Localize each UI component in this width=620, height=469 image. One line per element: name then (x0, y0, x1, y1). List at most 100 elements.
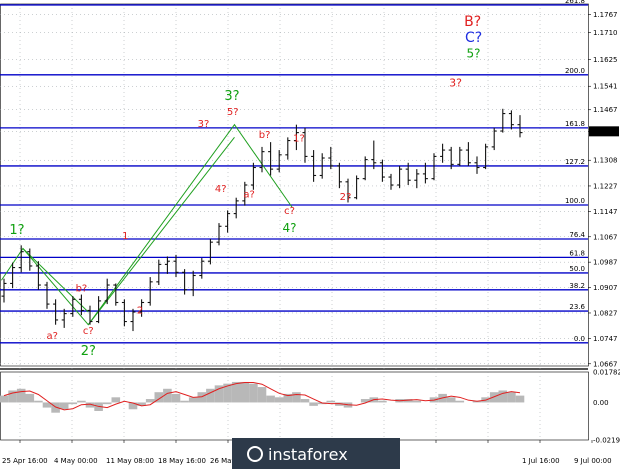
wave-label: c? (284, 206, 295, 217)
wave-label: 2? (340, 192, 352, 203)
oscillator-bar (412, 400, 422, 403)
oscillator-bar (59, 402, 69, 410)
wave-label: B? (464, 14, 481, 30)
fib-level-label: 161.8 (565, 120, 585, 128)
time-tick-label: 9 Jul 00:00 (574, 457, 612, 465)
oscillator-bar (68, 402, 78, 405)
wave-label: 1? (9, 223, 24, 238)
oscillator-bar (249, 383, 258, 403)
time-tick-label: 11 May 08:00 (106, 457, 154, 465)
wave-trend-line (1, 123, 293, 326)
oscillator-bar (25, 393, 35, 403)
price-tick-label: 1.0747 (593, 335, 618, 343)
candlestick-series (1, 108, 523, 332)
main-panel-frame (0, 3, 589, 367)
oscillator-tick-label: 0.01782 (593, 369, 620, 377)
oscillator-bar (163, 388, 172, 403)
fib-level-label: 23.6 (569, 303, 585, 311)
oscillator-tick-label: 0.00 (593, 399, 609, 407)
current-price-box (589, 126, 619, 137)
oscillator-bar (257, 387, 267, 403)
fib-level-label: 261.8 (565, 0, 585, 5)
price-tick-label: 1.0667 (593, 360, 618, 368)
oscillator-bar (498, 390, 508, 403)
oscillator-bar (283, 393, 293, 403)
oscillator-bar (214, 385, 224, 403)
time-tick-label: 18 May 16:00 (158, 457, 206, 465)
wave-label: 5? (227, 107, 239, 118)
oscillator-bar (292, 392, 301, 403)
oscillator-bar (240, 381, 250, 403)
price-tick-label: 1.1767 (593, 11, 618, 19)
oscillator-signal-line (3, 382, 521, 411)
oscillator-bar (231, 381, 241, 403)
price-tick-label: 1.1067 (593, 233, 618, 241)
oscillator-bar (137, 402, 146, 406)
wave-label: b? (259, 130, 271, 141)
oscillator-bar (378, 400, 387, 403)
oscillator-bar (206, 388, 215, 403)
wave-label: 4? (283, 221, 297, 235)
price-tick-label: 1.1147 (593, 208, 618, 216)
time-tick-label: 25 Apr 16:00 (2, 457, 48, 465)
wave-label: a? (243, 190, 254, 201)
watermark-logo-icon (247, 446, 263, 462)
fib-level-label: 0.0 (574, 335, 585, 343)
oscillator-bar (403, 399, 413, 403)
oscillator-bar (0, 395, 9, 403)
wave-label: c? (83, 326, 94, 337)
oscillator-bar (188, 397, 198, 403)
oscillator-bar (326, 400, 336, 403)
fib-level-label: 76.4 (569, 231, 585, 239)
oscillator-bar (34, 400, 43, 403)
time-tick-label: 4 May 00:00 (54, 457, 98, 465)
wave-label: 3? (224, 89, 239, 104)
oscillator-bar (180, 400, 189, 403)
time-tick-label: 1 Jul 16:00 (522, 457, 560, 465)
oscillator-bar (42, 402, 52, 408)
price-tick-label: 1.0987 (593, 259, 618, 267)
wave-label: a? (46, 331, 57, 342)
oscillator-bar (274, 397, 284, 403)
watermark-background (232, 438, 400, 469)
oscillator-bar (85, 402, 95, 408)
current-price-label: 1.1399 (592, 128, 617, 136)
wave-label: b? (76, 283, 88, 294)
price-tick-label: 1.0907 (593, 284, 618, 292)
oscillator-bar (145, 399, 155, 403)
wave-label: 3? (198, 119, 210, 130)
price-axis: 1.1767 1.1710 1.1625 1.1541 1.1467 1.1399 1.13… (588, 11, 619, 368)
oscillator-bar (515, 395, 525, 403)
price-tick-label: 1.1625 (593, 56, 618, 64)
wave-label: 5? (467, 46, 481, 60)
wave-label: 3? (449, 77, 462, 90)
wave-channel-lines (1, 123, 293, 326)
fib-level-label: 100.0 (565, 197, 585, 205)
fib-level-label: 127.2 (565, 158, 585, 166)
oscillator-bar (111, 397, 121, 403)
oscillator-tick-label: -0.02198 (593, 437, 620, 445)
oscillator-bar (335, 402, 344, 406)
wave-labels: B?C?5?3?3?5?3?b? 1?4?a? 2?c?4?1? 1b?2c?a?2? (9, 14, 482, 359)
oscillator-bar (455, 400, 465, 403)
price-tick-label: 1.1710 (593, 29, 618, 37)
price-tick-label: 1.1227 (593, 182, 618, 190)
oscillator-bar (154, 392, 164, 403)
oscillator-bar (128, 402, 138, 410)
wave-label: 1 (122, 231, 128, 242)
fib-level-label: 61.8 (569, 249, 585, 257)
wave-label: 2 (137, 306, 143, 317)
oscillator-bar (446, 397, 456, 403)
oscillator-bar (507, 392, 516, 403)
wave-label: 1? (293, 133, 305, 144)
oscillator-bar (171, 393, 181, 403)
price-tick-label: 1.0827 (593, 309, 618, 317)
oscillator-bar (360, 399, 370, 403)
oscillator-bar (489, 392, 499, 403)
price-tick-label: 1.1541 (593, 83, 618, 91)
oscillator-bar (197, 392, 207, 403)
price-tick-label: 1.1467 (593, 106, 618, 114)
oscillator-bar (300, 399, 310, 403)
oscillator-bar (77, 400, 86, 403)
